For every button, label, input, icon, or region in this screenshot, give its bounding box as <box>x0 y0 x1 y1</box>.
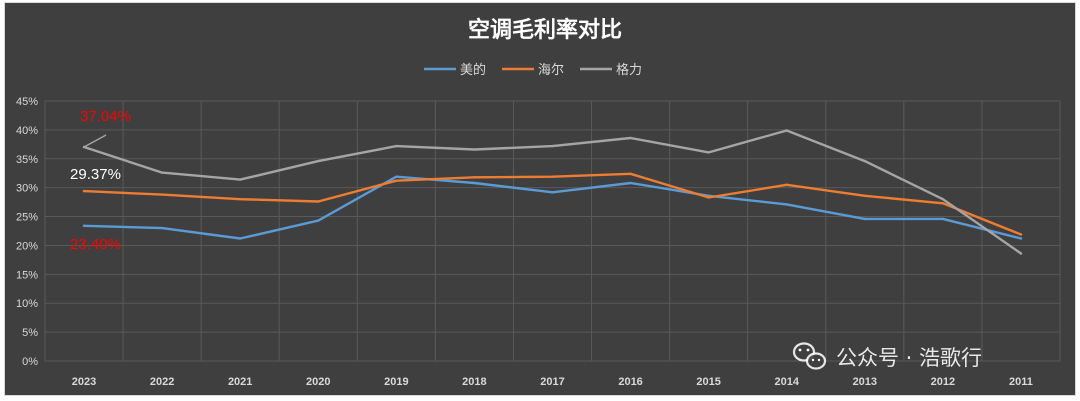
data-point <box>629 172 632 175</box>
y-tick-label: 0% <box>22 356 38 368</box>
series-lines <box>82 129 1023 255</box>
data-point <box>238 237 242 240</box>
y-tick-label: 20% <box>16 240 38 252</box>
series-line <box>82 172 1023 236</box>
data-point <box>785 183 788 186</box>
data-point <box>317 219 320 222</box>
x-tick-label: 2022 <box>150 376 174 388</box>
data-point <box>707 151 710 154</box>
x-tick-label: 2020 <box>306 376 330 388</box>
series-line <box>82 175 1023 240</box>
annotation-leader <box>83 134 107 148</box>
y-tick-label: 25% <box>16 212 38 224</box>
y-tick-label: 10% <box>16 298 38 310</box>
data-point <box>629 136 632 140</box>
x-tick-label: 2019 <box>384 376 408 388</box>
legend-item: 海尔 <box>502 63 564 78</box>
data-point <box>551 144 554 148</box>
data-point <box>1019 237 1023 240</box>
data-point <box>473 181 476 185</box>
watermark-text: 公众号 · 浩歌行 <box>836 346 982 370</box>
legend: 美的 海尔 格力 <box>424 62 642 78</box>
annotation-label: 37.04% <box>80 108 131 125</box>
data-point <box>395 144 398 148</box>
legend-item: 格力 <box>580 62 642 78</box>
x-tick-label: 2012 <box>931 376 955 388</box>
x-tick-label: 2011 <box>1009 376 1033 388</box>
x-tick-label: 2014 <box>774 376 799 388</box>
data-point <box>317 200 320 203</box>
y-axis: 0% 5% 10% 15% 20% 25% 30% 35% 40% 45% <box>16 96 38 368</box>
legend-label: 美的 <box>460 62 486 78</box>
x-tick-label: 2023 <box>72 376 96 388</box>
x-tick-label: 2017 <box>540 376 564 388</box>
data-point <box>707 196 710 199</box>
data-point <box>317 159 320 163</box>
data-point <box>238 178 242 181</box>
data-point <box>395 179 398 182</box>
data-point <box>160 226 164 230</box>
data-point <box>473 148 476 151</box>
legend-item: 美的 <box>424 62 486 78</box>
data-point <box>551 191 554 194</box>
y-tick-label: 5% <box>22 327 38 339</box>
annotations: 37.04% 29.37% 23.40% <box>70 108 131 253</box>
data-point <box>1019 252 1023 255</box>
data-point <box>941 198 945 201</box>
x-tick-label: 2016 <box>618 376 642 388</box>
data-point <box>863 159 867 163</box>
x-tick-label: 2015 <box>696 376 720 388</box>
grid <box>44 100 1061 362</box>
data-point <box>1019 233 1023 236</box>
data-point <box>629 181 632 185</box>
watermark: 公众号 · 浩歌行 <box>792 342 982 370</box>
data-point <box>551 175 554 178</box>
x-axis: 2023 2022 2021 2020 2019 2018 2017 2016 2015 2014… <box>72 376 1033 388</box>
data-point <box>785 203 788 206</box>
series-美的 <box>82 175 1023 240</box>
annotation-label: 29.37% <box>70 166 121 183</box>
data-point <box>238 198 242 201</box>
data-point <box>160 193 164 196</box>
data-point <box>473 176 476 179</box>
data-point <box>395 175 398 178</box>
series-海尔 <box>82 172 1023 236</box>
legend-label: 海尔 <box>538 63 564 78</box>
data-point <box>785 129 788 132</box>
wechat-icon <box>792 342 827 370</box>
legend-label: 格力 <box>616 62 642 78</box>
data-point <box>941 217 945 221</box>
data-point <box>941 202 945 205</box>
data-point <box>82 189 86 193</box>
x-tick-label: 2013 <box>853 376 877 388</box>
x-tick-label: 2021 <box>228 376 252 388</box>
chart-title: 空调毛利率对比 <box>468 17 622 43</box>
series-格力 <box>82 129 1023 255</box>
data-point <box>160 171 164 174</box>
data-point <box>863 194 867 197</box>
y-tick-label: 35% <box>16 154 38 166</box>
y-tick-label: 15% <box>16 269 38 281</box>
x-tick-label: 2018 <box>462 376 486 388</box>
data-point <box>863 217 867 221</box>
y-tick-label: 45% <box>16 96 38 108</box>
annotation-label: 23.40% <box>70 236 121 253</box>
y-tick-label: 40% <box>16 125 38 137</box>
y-tick-label: 30% <box>16 183 38 195</box>
data-point <box>82 224 86 227</box>
